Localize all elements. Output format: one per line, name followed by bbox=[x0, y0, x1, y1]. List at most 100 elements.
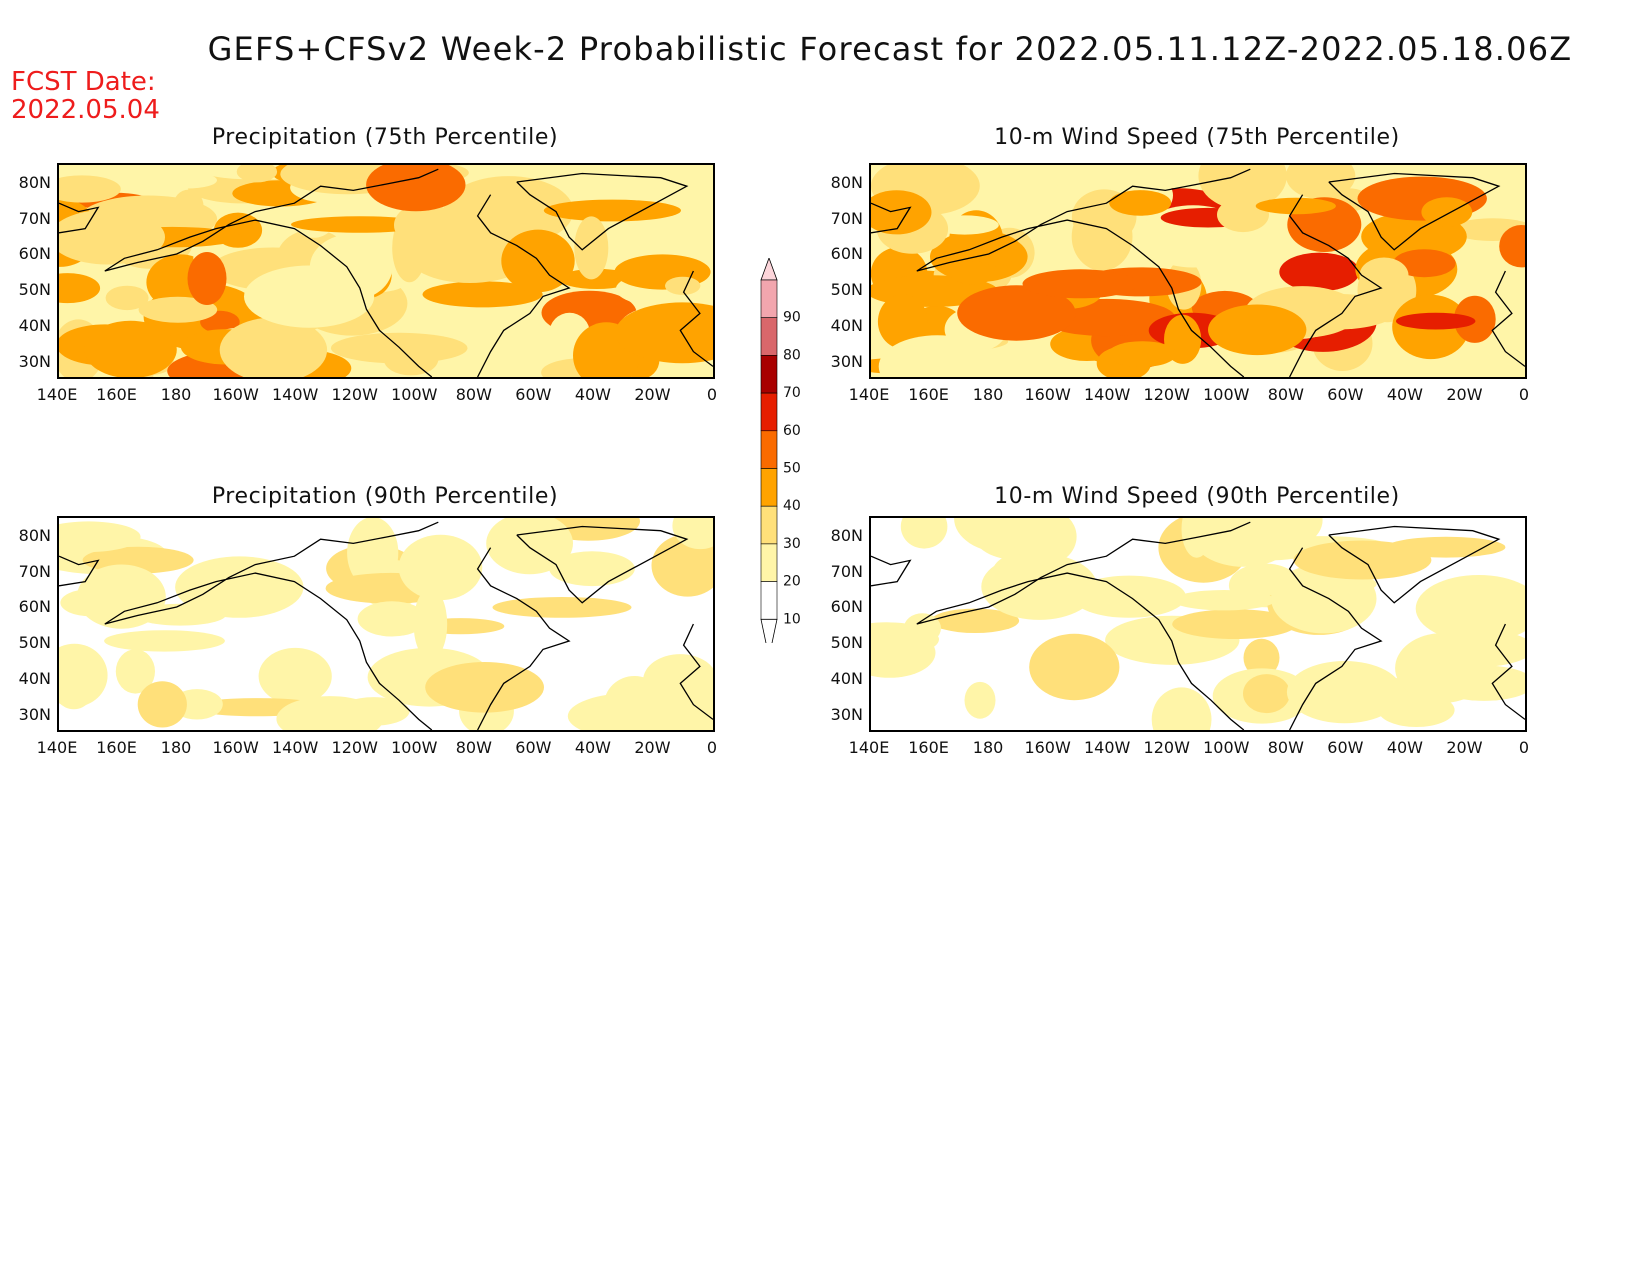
probability-contour bbox=[665, 276, 701, 295]
coastline bbox=[104, 521, 439, 730]
probability-contour bbox=[964, 681, 996, 719]
forecast-date-block: FCST Date: 2022.05.04 bbox=[11, 68, 160, 124]
page-title: GEFS+CFSv2 Week-2 Probabilistic Forecast… bbox=[207, 30, 1573, 68]
forecast-date-label: FCST Date: bbox=[11, 67, 156, 97]
lon-tick-label: 100W bbox=[1203, 385, 1250, 404]
lon-tick-label: 180 bbox=[972, 385, 1004, 404]
panel-title-wind-75: 10-m Wind Speed (75th Percentile) bbox=[994, 125, 1400, 150]
lon-tick-label: 60W bbox=[515, 738, 552, 757]
lon-tick-label: 140E bbox=[36, 738, 78, 757]
lon-tick-label: 0 bbox=[706, 738, 718, 757]
probability-contour bbox=[1499, 225, 1525, 268]
coastline bbox=[1328, 172, 1501, 251]
lat-tick-label: 50N bbox=[18, 633, 51, 653]
probability-contour bbox=[413, 588, 448, 660]
probability-contour bbox=[366, 165, 466, 212]
coastline bbox=[916, 521, 1251, 730]
lon-tick-label: 80W bbox=[455, 385, 492, 404]
probability-contour bbox=[1271, 563, 1377, 634]
lat-tick-label: 50N bbox=[18, 280, 51, 300]
lon-tick-label: 40W bbox=[1386, 385, 1423, 404]
probability-contour bbox=[1278, 293, 1396, 330]
colorbar-segment bbox=[760, 355, 778, 394]
colorbar-bottom-arrow bbox=[760, 618, 778, 658]
coastline bbox=[104, 168, 439, 377]
colorbar: 10 20 30 40 50 60 70 80 90 bbox=[755, 256, 825, 658]
probability-contour bbox=[492, 597, 632, 618]
coastline bbox=[59, 202, 100, 234]
colorbar-segment bbox=[760, 392, 778, 432]
probability-contour bbox=[156, 172, 217, 189]
map-precip-90 bbox=[57, 516, 715, 732]
lon-tick-label: 40W bbox=[574, 385, 611, 404]
probability-contour bbox=[105, 285, 149, 311]
coastline bbox=[679, 270, 713, 367]
forecast-date-value: 2022.05.04 bbox=[11, 95, 160, 125]
lon-tick-label: 160E bbox=[96, 738, 137, 757]
probability-contour bbox=[219, 317, 328, 377]
lat-tick-label: 70N bbox=[18, 208, 51, 228]
lon-tick-label: 0 bbox=[1518, 738, 1530, 757]
coastline bbox=[1491, 623, 1525, 720]
lon-tick-label: 120W bbox=[331, 738, 378, 757]
probability-contour bbox=[236, 165, 278, 183]
probability-contour bbox=[1208, 304, 1307, 356]
probability-contour bbox=[115, 649, 155, 694]
probability-contour bbox=[394, 202, 456, 248]
probability-contour bbox=[937, 230, 1022, 269]
probability-contour bbox=[574, 216, 609, 280]
lat-tick-label: 30N bbox=[18, 704, 51, 724]
probability-contour bbox=[357, 601, 427, 637]
map-canvas bbox=[871, 165, 1525, 377]
coastline bbox=[1288, 194, 1383, 377]
probability-contour bbox=[1109, 190, 1172, 216]
panel-title-wind-90: 10-m Wind Speed (90th Percentile) bbox=[994, 484, 1400, 509]
lon-tick-label: 60W bbox=[1327, 385, 1364, 404]
probability-contour bbox=[1243, 674, 1290, 714]
probability-contour bbox=[615, 302, 713, 364]
lon-tick-label: 100W bbox=[391, 385, 438, 404]
probability-contour bbox=[981, 553, 1098, 620]
probability-contour bbox=[59, 209, 165, 265]
lon-tick-label: 60W bbox=[1327, 738, 1364, 757]
probability-contour bbox=[1191, 518, 1296, 567]
probability-contour bbox=[104, 630, 225, 652]
lat-tick-label: 80N bbox=[830, 173, 863, 192]
lon-tick-label: 60W bbox=[515, 385, 552, 404]
lon-tick-label: 20W bbox=[634, 738, 671, 757]
lat-tick-label: 80N bbox=[18, 173, 51, 192]
probability-contour bbox=[137, 681, 187, 728]
probability-contour bbox=[187, 252, 227, 305]
probability-contour bbox=[1293, 540, 1432, 580]
lon-tick-label: 0 bbox=[1518, 385, 1530, 404]
probability-contour bbox=[59, 652, 97, 710]
probability-contour bbox=[1415, 575, 1525, 642]
lon-tick-label: 160E bbox=[908, 385, 949, 404]
lon-tick-label: 160E bbox=[908, 738, 949, 757]
lat-tick-label: 30N bbox=[18, 351, 51, 371]
probability-contour bbox=[59, 175, 121, 203]
probability-contour bbox=[957, 285, 1076, 341]
lon-tick-label: 160W bbox=[1024, 738, 1071, 757]
probability-contour bbox=[258, 647, 332, 705]
lat-tick-label: 80N bbox=[830, 526, 863, 545]
panel-title-precip-75: Precipitation (75th Percentile) bbox=[211, 125, 559, 150]
coastline bbox=[1491, 270, 1525, 367]
lon-tick-label: 20W bbox=[1446, 738, 1483, 757]
coastline bbox=[679, 623, 713, 720]
probability-contour bbox=[59, 273, 101, 304]
lon-tick-label: 120W bbox=[331, 385, 378, 404]
map-canvas bbox=[871, 518, 1525, 730]
probability-contour bbox=[77, 564, 166, 629]
colorbar-level-label: 10 bbox=[783, 611, 801, 627]
lat-tick-label: 30N bbox=[830, 704, 863, 724]
probability-contour bbox=[549, 551, 635, 587]
probability-contour bbox=[1107, 341, 1177, 367]
lat-tick-label: 40N bbox=[830, 315, 863, 335]
probability-contour bbox=[1415, 629, 1525, 668]
colorbar-segment bbox=[760, 468, 778, 507]
lon-tick-label: 120W bbox=[1143, 385, 1190, 404]
probability-contour bbox=[1393, 249, 1456, 278]
coastline bbox=[916, 168, 1251, 377]
colorbar-segment bbox=[760, 430, 778, 469]
